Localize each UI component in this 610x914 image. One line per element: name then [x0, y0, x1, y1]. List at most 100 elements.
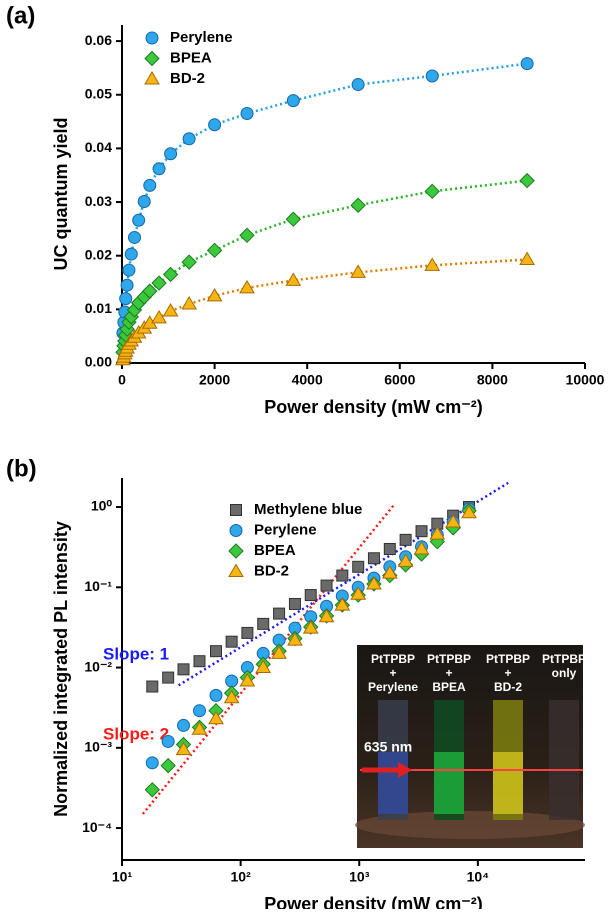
point [162, 266, 179, 283]
point [206, 287, 223, 302]
fit-line [121, 179, 528, 353]
vial-label: BD-2 [494, 680, 522, 694]
y-tick-label: 0.06 [85, 32, 112, 48]
point [191, 721, 208, 735]
vial-label: only [552, 666, 577, 680]
inset-photo [355, 645, 585, 848]
point [424, 257, 441, 271]
point [239, 227, 255, 244]
legend-marker [144, 50, 160, 67]
point [137, 195, 151, 209]
vial-glow [493, 752, 523, 814]
y-tick-label: 10⁻¹ [84, 578, 112, 594]
point [350, 264, 367, 278]
x-tick-label: 6000 [384, 372, 415, 388]
point [351, 78, 365, 92]
x-tick-label: 10¹ [112, 869, 133, 885]
vial-label: + [445, 666, 452, 680]
point [397, 553, 414, 567]
annotation: Slope: 2 [103, 724, 169, 743]
annotation: Slope: 1 [103, 644, 169, 663]
y-tick-label: 10⁰ [91, 498, 113, 514]
legend-label: BD-2 [170, 70, 205, 87]
laser-arrow-head [398, 762, 412, 778]
point [193, 655, 206, 668]
point [381, 565, 398, 579]
point [519, 172, 535, 189]
y-tick-label: 10⁻⁴ [82, 819, 112, 835]
point [241, 626, 254, 639]
point [124, 247, 138, 261]
point [350, 586, 367, 600]
point [181, 254, 197, 270]
y-tick-label: 0.01 [85, 300, 112, 316]
point [145, 756, 159, 770]
vial-label: PtTPBP [371, 652, 415, 666]
point [128, 230, 142, 244]
point [304, 589, 317, 602]
legend-marker [228, 543, 244, 559]
point [257, 617, 270, 630]
vial-label: PtTPBP [427, 652, 471, 666]
point [415, 525, 428, 538]
point [461, 504, 477, 519]
vial-label: + [504, 666, 511, 680]
point [161, 734, 175, 748]
point [366, 575, 382, 590]
legend-label: BPEA [254, 542, 296, 559]
x-tick-label: 0 [118, 372, 126, 388]
legend-marker [230, 504, 242, 516]
point [143, 178, 157, 192]
point [208, 118, 222, 132]
x-tick-label: 10³ [349, 869, 370, 885]
x-tick-label: 8000 [477, 372, 508, 388]
point [285, 211, 302, 227]
point [177, 718, 191, 732]
panel-label: (b) [6, 455, 37, 482]
point [429, 526, 446, 540]
point [175, 741, 192, 756]
point [151, 275, 167, 291]
point [413, 541, 430, 555]
vial-glow [434, 752, 464, 814]
point [383, 542, 396, 555]
point [271, 645, 287, 659]
point [239, 279, 255, 294]
y-tick-label: 0.02 [85, 246, 112, 262]
point [162, 671, 175, 684]
point [425, 69, 439, 83]
point [160, 757, 176, 774]
point [122, 263, 136, 277]
point [181, 295, 198, 310]
legend-label: Perylene [254, 521, 317, 538]
point [132, 213, 146, 227]
point [225, 635, 238, 648]
legend-label: Methylene blue [254, 501, 362, 518]
legend-label: Perylene [170, 29, 233, 46]
y-tick-label: 0.03 [85, 193, 112, 209]
point [164, 147, 178, 161]
point [302, 620, 319, 634]
point [208, 710, 224, 725]
legend-label: BPEA [170, 49, 212, 66]
point [286, 94, 300, 108]
point [519, 251, 535, 265]
vial-label: PtTPBP [542, 652, 586, 666]
y-tick-label: 10⁻³ [84, 739, 112, 755]
point [182, 132, 196, 146]
point [225, 674, 239, 688]
y-tick-label: 10⁻² [84, 658, 112, 674]
x-tick-label: 10⁴ [467, 869, 490, 885]
point [142, 283, 158, 299]
x-tick-label: 4000 [292, 372, 323, 388]
point [209, 645, 222, 658]
vial-label: BPEA [432, 680, 466, 694]
vial [549, 700, 579, 820]
point [144, 782, 160, 798]
point [445, 514, 462, 528]
panel-label: (a) [6, 2, 35, 29]
point [287, 632, 303, 646]
laser-label: 635 nm [364, 739, 412, 755]
point [152, 162, 166, 176]
